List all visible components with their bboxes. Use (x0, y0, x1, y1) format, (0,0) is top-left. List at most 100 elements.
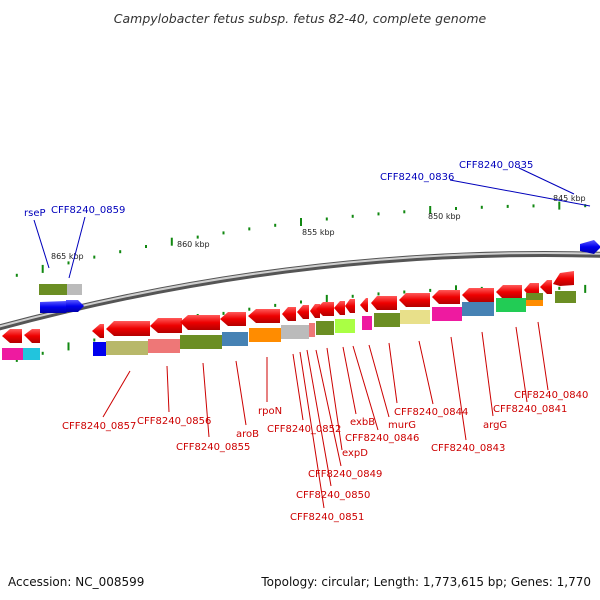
scale-tick (15, 358, 18, 362)
gene-cff8240-0859[interactable] (66, 300, 84, 312)
scale-tick (455, 207, 457, 210)
scale-label-860: 860 kbp (177, 240, 210, 249)
feature-block (555, 291, 576, 303)
label-cff8240-0843: CFF8240_0843 (431, 443, 505, 454)
scale-tick (403, 210, 406, 214)
red-callouts (102, 321, 549, 509)
label-rpon: rpoN (258, 406, 282, 417)
scale-tick (584, 204, 587, 208)
scale-tick (248, 307, 251, 311)
scale-tick (300, 300, 302, 304)
feature-block (526, 300, 543, 306)
gene-cff8240-0843[interactable] (432, 290, 460, 304)
reverse-genes (2, 271, 574, 343)
scale-tick (377, 212, 380, 216)
feature-block (39, 284, 67, 295)
scale-tick (15, 273, 18, 277)
gene-cff8240-0856[interactable] (106, 321, 150, 336)
feature-block (400, 310, 430, 324)
gene-rpon[interactable] (220, 312, 246, 326)
topology-text: Topology: circular; Length: 1,773,615 bp… (260, 575, 591, 589)
scale-tick (274, 223, 277, 227)
scale-tick (41, 264, 44, 273)
label-cff8240-0836: CFF8240_0836 (380, 172, 454, 183)
feature-block (67, 284, 82, 295)
label-cff8240-0852: CFF8240_0852 (267, 424, 341, 435)
scale-tick (558, 286, 561, 290)
scale-tick (93, 338, 96, 342)
scale-tick (429, 288, 432, 292)
feature-block (106, 341, 148, 355)
gene-cff8240-0836[interactable] (580, 240, 600, 254)
gene-red[interactable] (360, 298, 368, 312)
gene-cff8240-0844[interactable] (399, 293, 430, 307)
gene-arob[interactable] (180, 315, 220, 330)
label-cff8240-0844: CFF8240_0844 (394, 407, 468, 418)
scale-tick (351, 294, 354, 298)
feature-block (249, 328, 281, 342)
gene-cff8240-0846[interactable] (345, 299, 355, 313)
label-expd: expD (342, 448, 368, 459)
scale-tick (67, 261, 70, 265)
gene-red[interactable] (553, 271, 574, 286)
forward-genes (39, 240, 600, 313)
scale-tick (429, 206, 432, 214)
scale-tick (351, 214, 354, 218)
feature-block (526, 293, 543, 300)
label-cff8240-0841: CFF8240_0841 (493, 404, 567, 415)
feature-block (362, 316, 372, 330)
label-rsep: rseP (24, 208, 46, 219)
label-argg: argG (483, 420, 507, 431)
feature-block (222, 332, 248, 346)
label-cff8240-0856: CFF8240_0856 (137, 416, 211, 427)
gene-argg[interactable] (462, 288, 494, 302)
feature-block (148, 339, 180, 353)
gene-cff8240-0841[interactable] (496, 285, 522, 299)
feature-block (180, 335, 222, 349)
feature-block (281, 325, 309, 339)
gene-exbb[interactable] (334, 301, 345, 315)
gene-cff8240-0851[interactable] (282, 307, 296, 321)
label-exbb: exbB (350, 417, 375, 428)
scale-label-845: 845 kbp (553, 194, 586, 203)
scale-tick (41, 351, 44, 355)
scale-labels: 845 kbp 850 kbp 855 kbp 860 kbp 865 kbp (51, 194, 586, 261)
label-cff8240-0840: CFF8240_0840 (514, 390, 588, 401)
label-murg: murG (388, 420, 416, 431)
scale-tick (222, 231, 225, 235)
label-cff8240-0846: CFF8240_0846 (345, 433, 419, 444)
gene-red[interactable] (24, 329, 40, 343)
gene-cff8240-0855[interactable] (150, 318, 182, 333)
gene-murg[interactable] (371, 296, 397, 310)
feature-block (335, 319, 355, 333)
gene-cff8240-0852[interactable] (248, 309, 280, 323)
scale-tick (480, 205, 483, 209)
scale-tick (325, 217, 328, 221)
scale-tick (584, 284, 587, 293)
scale-tick (377, 292, 380, 296)
scale-tick (455, 285, 457, 294)
gene-cff8240-0857[interactable] (92, 324, 104, 338)
label-cff8240-0859: CFF8240_0859 (51, 205, 125, 216)
scale-tick (325, 294, 328, 303)
label-cff8240-0857: CFF8240_0857 (62, 421, 136, 432)
scale-tick (506, 204, 509, 208)
map-title: Campylobacter fetus subsp. fetus 82-40, … (114, 11, 487, 26)
feature-block (93, 342, 106, 356)
gene-rsep[interactable] (40, 301, 72, 313)
gene-red[interactable] (2, 329, 22, 343)
feature-block (316, 321, 334, 335)
accession-text: Accession: NC_008599 (8, 575, 144, 589)
feature-band (2, 293, 543, 360)
scale-label-850: 850 kbp (428, 212, 461, 221)
label-cff8240-0850: CFF8240_0850 (296, 490, 370, 501)
feature-block (496, 298, 526, 312)
gene-red[interactable] (540, 280, 552, 294)
feature-block (309, 323, 315, 337)
scale-tick (67, 342, 70, 351)
gene-expd[interactable] (316, 302, 334, 316)
label-arob: aroB (236, 429, 259, 440)
gene-cff8240-0850[interactable] (297, 305, 309, 319)
scale-tick (222, 311, 225, 315)
